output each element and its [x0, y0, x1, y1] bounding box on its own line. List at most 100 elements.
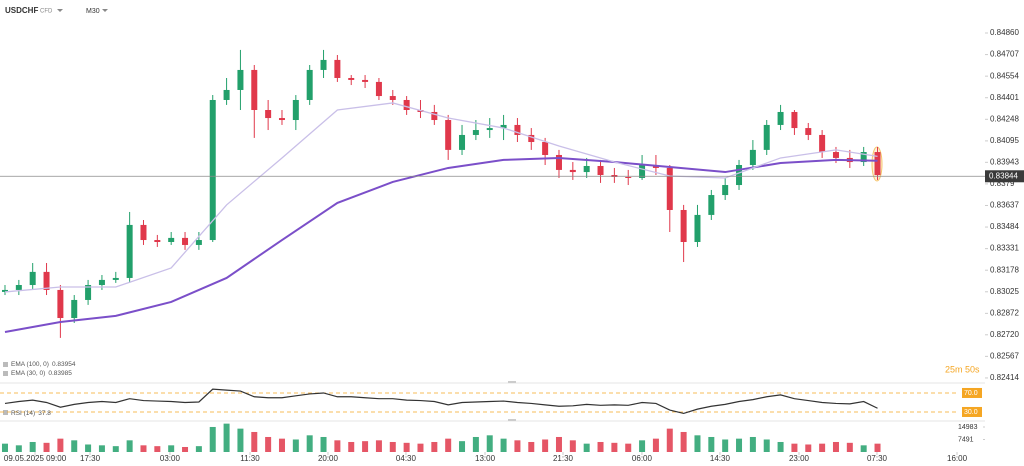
volume-bar: [514, 440, 521, 452]
volume-bar: [694, 435, 701, 452]
symbol-title[interactable]: USDCHF: [5, 6, 38, 15]
candle-body: [154, 240, 161, 242]
x-tick-label: 17:30: [80, 454, 101, 463]
volume-bar: [472, 436, 479, 452]
panel-handle[interactable]: [508, 381, 516, 383]
candle-body: [292, 99, 299, 121]
ema-line: [4, 156, 878, 333]
candle-body: [15, 285, 22, 290]
volume-bar: [265, 436, 272, 452]
x-tick-label: 04:30: [396, 454, 417, 463]
candle-body: [251, 69, 258, 110]
candle-body: [348, 77, 355, 80]
volume-bar: [209, 426, 216, 452]
candle-body: [722, 185, 729, 196]
volume-bar: [168, 445, 175, 452]
volume-bar: [542, 439, 549, 452]
timeframe[interactable]: M30: [86, 8, 100, 15]
panel-handle[interactable]: [508, 419, 516, 421]
candle-body: [500, 124, 507, 129]
volume-bar: [154, 446, 161, 452]
volume-bar: [846, 442, 853, 452]
legend-icon[interactable]: [3, 410, 8, 415]
volume-bar: [611, 442, 618, 452]
dropdown-caret[interactable]: [102, 9, 108, 12]
volume-bar: [625, 443, 632, 452]
volume-bar: [362, 441, 369, 452]
volume-bar: [459, 441, 466, 452]
x-tick-label: 03:00: [160, 454, 181, 463]
volume-bar: [85, 444, 92, 452]
candle-body: [694, 214, 701, 242]
volume-bar: [777, 441, 784, 452]
y-tick-label: 0.83484: [990, 222, 1019, 231]
candle-body: [625, 176, 632, 178]
volume-bar: [403, 442, 410, 452]
candle-body: [832, 152, 839, 158]
candle-body: [763, 124, 770, 150]
volume-bar: [819, 443, 826, 452]
x-tick-label: 13:00: [475, 454, 496, 463]
candle-body: [1, 289, 8, 292]
candle-body: [486, 128, 493, 131]
legend-icon[interactable]: [3, 371, 8, 376]
candle-body: [195, 240, 202, 245]
candle-body: [209, 99, 216, 241]
volume-bar: [666, 428, 673, 452]
volume-bar: [832, 441, 839, 452]
y-tick-label: 0.84248: [990, 114, 1019, 123]
volume-bar: [29, 441, 36, 452]
volume-bar: [736, 438, 743, 452]
rsi-level-label: 30.0: [964, 409, 978, 416]
volume-bar: [237, 428, 244, 452]
y-tick-label: 0.82414: [990, 373, 1019, 382]
candle-body: [43, 271, 50, 290]
volume-bar: [639, 440, 646, 452]
volume-bar: [583, 443, 590, 452]
candle-body: [112, 277, 119, 280]
rsi-line: [4, 388, 878, 415]
volume-bar: [348, 441, 355, 452]
candle-body: [278, 118, 285, 121]
volume-tick-label: 14983: [958, 424, 978, 431]
rsi-legend-name: RSI (14): [11, 410, 35, 417]
candle-body: [680, 209, 687, 242]
rsi-level-label: 70.0: [964, 390, 978, 397]
y-tick-label: 0.83943: [990, 157, 1019, 166]
ema-line: [4, 102, 878, 293]
volume-bar: [375, 440, 382, 452]
volume-bar: [805, 444, 812, 452]
candle-body: [860, 152, 867, 163]
ema-legend-name: EMA (100, 0): [11, 361, 49, 368]
candle-body: [514, 124, 521, 135]
volume-bar: [182, 446, 189, 452]
y-tick-label: 0.83178: [990, 265, 1019, 274]
candle-body: [431, 111, 438, 121]
candle-body: [306, 69, 313, 100]
x-tick-label: 09.05.2025 09:00: [4, 454, 67, 463]
y-tick-label: 0.84401: [990, 93, 1019, 102]
x-tick-label: 11:30: [240, 454, 260, 463]
x-tick-label: 23:00: [789, 454, 810, 463]
volume-bar: [334, 440, 341, 452]
volume-bar: [126, 440, 133, 452]
candle-body: [362, 79, 369, 82]
candle-body: [736, 165, 743, 186]
candle-body: [639, 165, 646, 178]
legend-icon[interactable]: [3, 362, 8, 367]
candle-body: [71, 299, 78, 319]
candle-body: [57, 289, 64, 319]
volume-tick-label: 7491: [958, 436, 974, 443]
candle-body: [375, 81, 382, 97]
volume-bar: [680, 431, 687, 452]
rsi-level-box: [962, 387, 982, 398]
candle-body: [805, 128, 812, 135]
candle-body: [874, 152, 881, 176]
candle-body: [583, 165, 590, 173]
volume-bar: [445, 438, 452, 452]
dropdown-caret[interactable]: [57, 9, 63, 12]
y-tick-label: 0.84554: [990, 71, 1019, 80]
candle-body: [182, 237, 189, 245]
